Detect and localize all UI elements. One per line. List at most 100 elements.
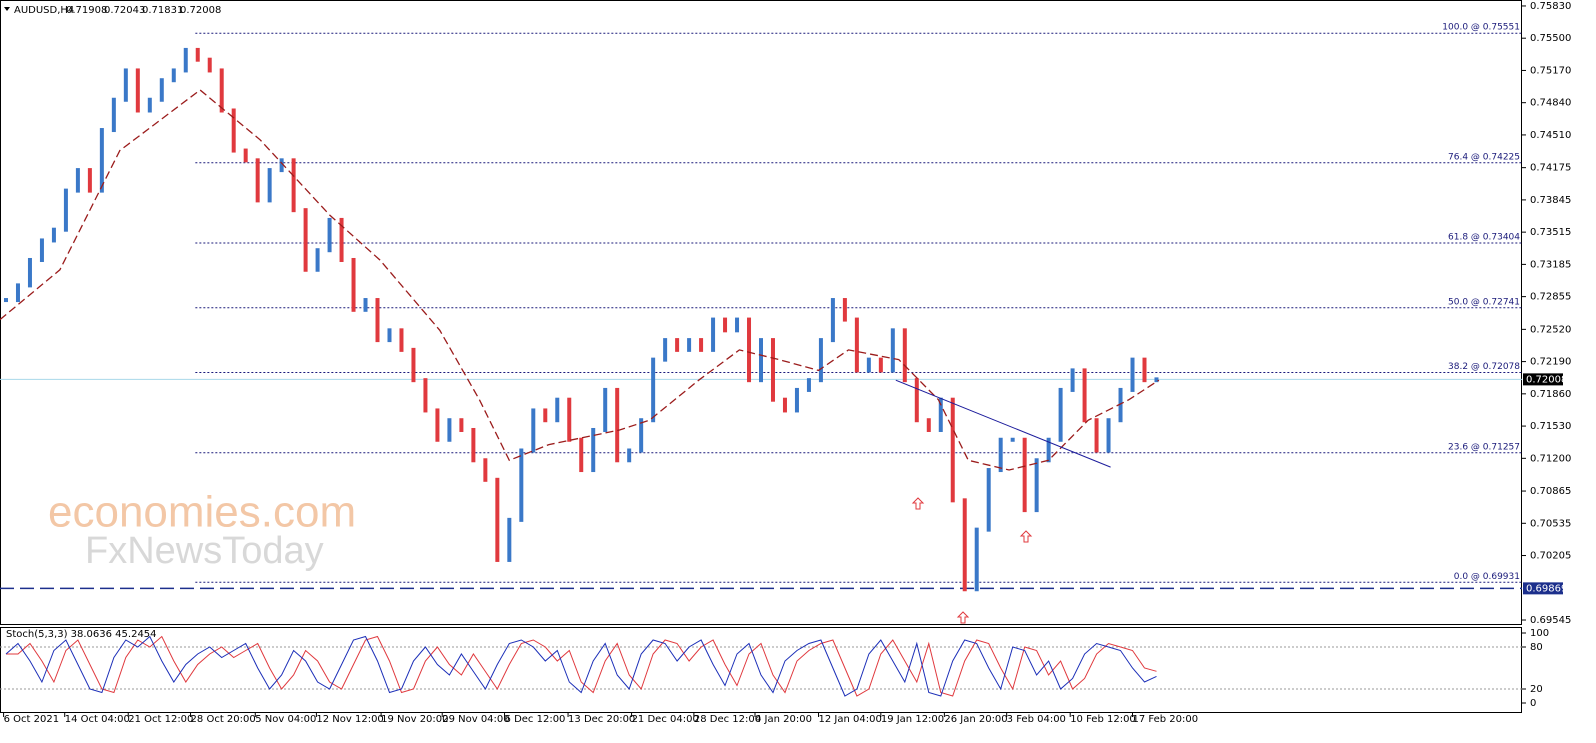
y-tick-label: 0.75500: [1530, 33, 1571, 44]
candle: [183, 47, 188, 73]
candle: [866, 357, 871, 373]
candle: [207, 57, 212, 73]
candle: [315, 248, 320, 272]
candle: [63, 188, 68, 232]
candle: [651, 357, 656, 423]
candle: [471, 427, 476, 463]
fib-label: 50.0 @ 0.72741: [1448, 297, 1520, 307]
candle: [483, 458, 488, 482]
y-tick-label: 0.71200: [1530, 453, 1571, 464]
y-tick-label: 0.73845: [1530, 195, 1571, 206]
candle: [890, 328, 895, 373]
candle: [159, 78, 164, 102]
candle: [639, 418, 644, 453]
y-tick-label: 0.74175: [1530, 163, 1571, 174]
candle: [363, 298, 368, 312]
candle: [531, 408, 536, 453]
candle: [1010, 437, 1015, 442]
candle: [567, 397, 572, 442]
main-pane: [0, 0, 1522, 625]
y-tick-label: 0.73515: [1530, 227, 1571, 238]
candle: [699, 338, 704, 352]
candle: [15, 283, 20, 303]
candle: [914, 378, 919, 423]
candle: [327, 217, 332, 253]
fib-label: 61.8 @ 0.73404: [1448, 232, 1520, 242]
x-tick-label: 14 Oct 04:00: [65, 714, 130, 725]
candle: [962, 498, 967, 592]
candle: [1130, 357, 1135, 392]
y-tick-label: 0.75170: [1530, 65, 1571, 76]
candle: [998, 437, 1003, 473]
candle: [627, 448, 632, 463]
candle: [603, 387, 608, 432]
x-tick-label: 19 Jan 12:00: [881, 714, 944, 725]
candle: [759, 338, 763, 383]
x-tick-label: 6 Oct 2021: [4, 714, 59, 725]
last-price-label: 0.72008: [1526, 374, 1567, 385]
candle: [842, 298, 847, 322]
x-tick-label: 10 Feb 12:00: [1070, 714, 1136, 725]
candle: [75, 168, 80, 193]
candle: [830, 298, 835, 343]
x-tick-label: 26 Jan 20:00: [944, 714, 1007, 725]
y-tick-label: 0.74840: [1530, 98, 1571, 109]
y-tick-label: 0.72855: [1530, 292, 1571, 303]
y-tick-label: 80: [1530, 642, 1543, 653]
x-tick-label: 4 Jan 20:00: [755, 714, 812, 725]
candle: [399, 328, 404, 352]
x-tick-label: 21 Oct 12:00: [128, 714, 193, 725]
candle: [195, 47, 200, 62]
fib-label: 23.6 @ 0.71257: [1448, 442, 1520, 452]
candle: [267, 168, 272, 203]
candle: [87, 168, 92, 193]
candle: [423, 378, 428, 413]
y-tick-label: 0.69545: [1530, 615, 1571, 626]
candle: [1070, 368, 1075, 392]
candle: [747, 317, 752, 383]
candle: [255, 158, 260, 203]
candle: [303, 208, 308, 272]
candle: [735, 317, 740, 333]
candle: [279, 158, 284, 173]
candle: [902, 328, 907, 383]
x-tick-label: 12 Nov 12:00: [316, 714, 383, 725]
candle: [615, 387, 620, 463]
y-tick-label: 0: [1530, 698, 1536, 709]
candle: [435, 408, 440, 442]
stoch-pane: [0, 627, 1522, 713]
y-tick-label: 0.70205: [1530, 551, 1571, 562]
candle: [806, 378, 811, 392]
candle: [663, 338, 668, 362]
candle: [51, 227, 56, 243]
candle: [770, 338, 775, 402]
candle: [1154, 377, 1159, 383]
ohlc-value: 0.72043: [104, 5, 145, 16]
candle: [1118, 387, 1123, 423]
candle: [1022, 437, 1027, 513]
candle: [1094, 418, 1099, 453]
support-label: 0.69869: [1526, 583, 1567, 594]
candle: [1106, 418, 1111, 453]
candle: [3, 298, 8, 303]
y-tick-label: 0.70865: [1530, 486, 1571, 497]
candle: [723, 317, 728, 333]
candle: [459, 418, 464, 432]
candle: [1082, 368, 1087, 423]
candle: [243, 148, 248, 163]
candle: [794, 387, 799, 413]
x-tick-label: 13 Dec 20:00: [568, 714, 635, 725]
candle: [123, 68, 128, 102]
candle: [986, 468, 991, 532]
candle: [579, 437, 584, 473]
ohlc-value: 0.71908: [66, 5, 107, 16]
last-price-box: [1523, 373, 1563, 386]
x-tick-label: 3 Feb 04:00: [1007, 714, 1066, 725]
candle: [99, 128, 104, 193]
candle: [507, 517, 512, 562]
x-tick-label: 17 Feb 20:00: [1133, 714, 1199, 725]
x-tick-label: 28 Oct 20:00: [191, 714, 256, 725]
y-tick-label: 100: [1530, 628, 1549, 639]
candle: [854, 317, 859, 373]
